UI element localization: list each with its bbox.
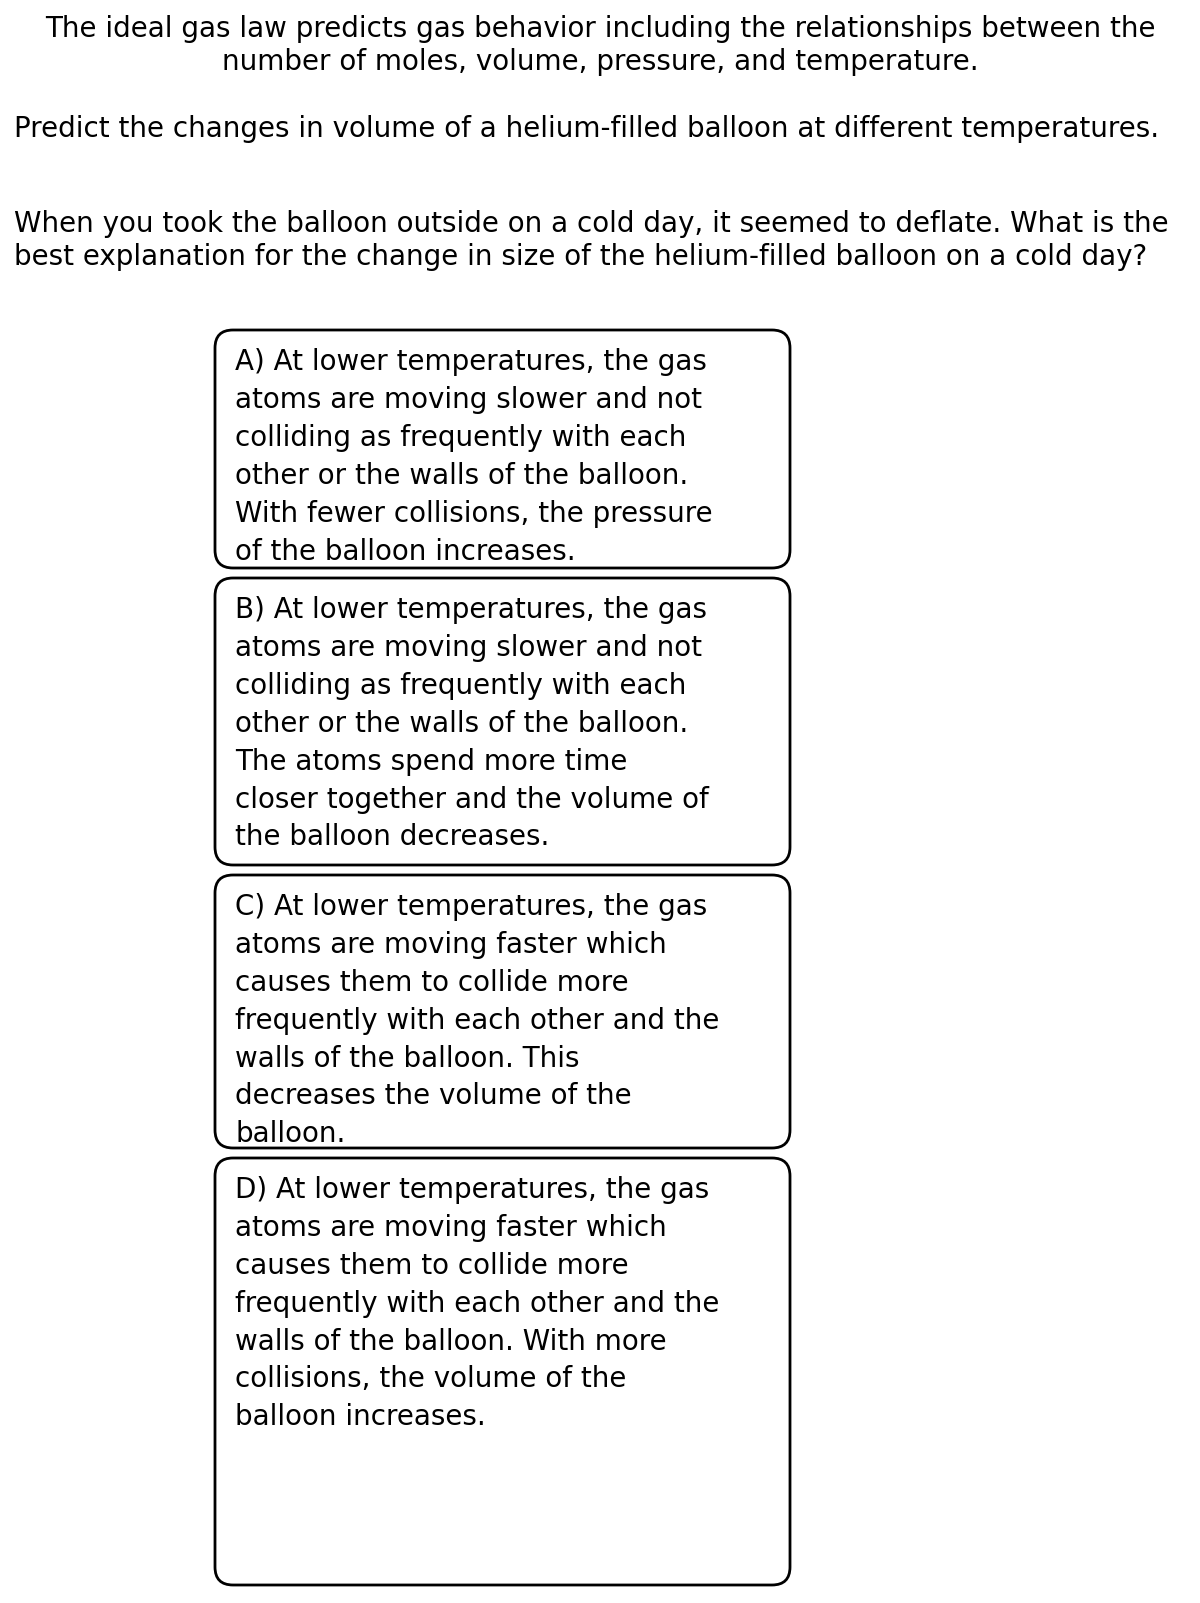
Text: best explanation for the change in size of the helium-filled balloon on a cold d: best explanation for the change in size … — [14, 244, 1147, 271]
FancyBboxPatch shape — [215, 875, 790, 1148]
Text: Predict the changes in volume of a helium-filled balloon at different temperatur: Predict the changes in volume of a heliu… — [14, 115, 1159, 143]
Text: The ideal gas law predicts gas behavior including the relationships between the: The ideal gas law predicts gas behavior … — [44, 14, 1156, 43]
Text: When you took the balloon outside on a cold day, it seemed to deflate. What is t: When you took the balloon outside on a c… — [14, 210, 1169, 237]
Text: number of moles, volume, pressure, and temperature.: number of moles, volume, pressure, and t… — [222, 48, 978, 75]
Text: B) At lower temperatures, the gas
atoms are moving slower and not
colliding as f: B) At lower temperatures, the gas atoms … — [235, 596, 709, 851]
Text: C) At lower temperatures, the gas
atoms are moving faster which
causes them to c: C) At lower temperatures, the gas atoms … — [235, 893, 719, 1148]
Text: A) At lower temperatures, the gas
atoms are moving slower and not
colliding as f: A) At lower temperatures, the gas atoms … — [235, 348, 713, 566]
FancyBboxPatch shape — [215, 1157, 790, 1585]
FancyBboxPatch shape — [215, 579, 790, 866]
FancyBboxPatch shape — [215, 330, 790, 567]
Text: D) At lower temperatures, the gas
atoms are moving faster which
causes them to c: D) At lower temperatures, the gas atoms … — [235, 1177, 719, 1431]
